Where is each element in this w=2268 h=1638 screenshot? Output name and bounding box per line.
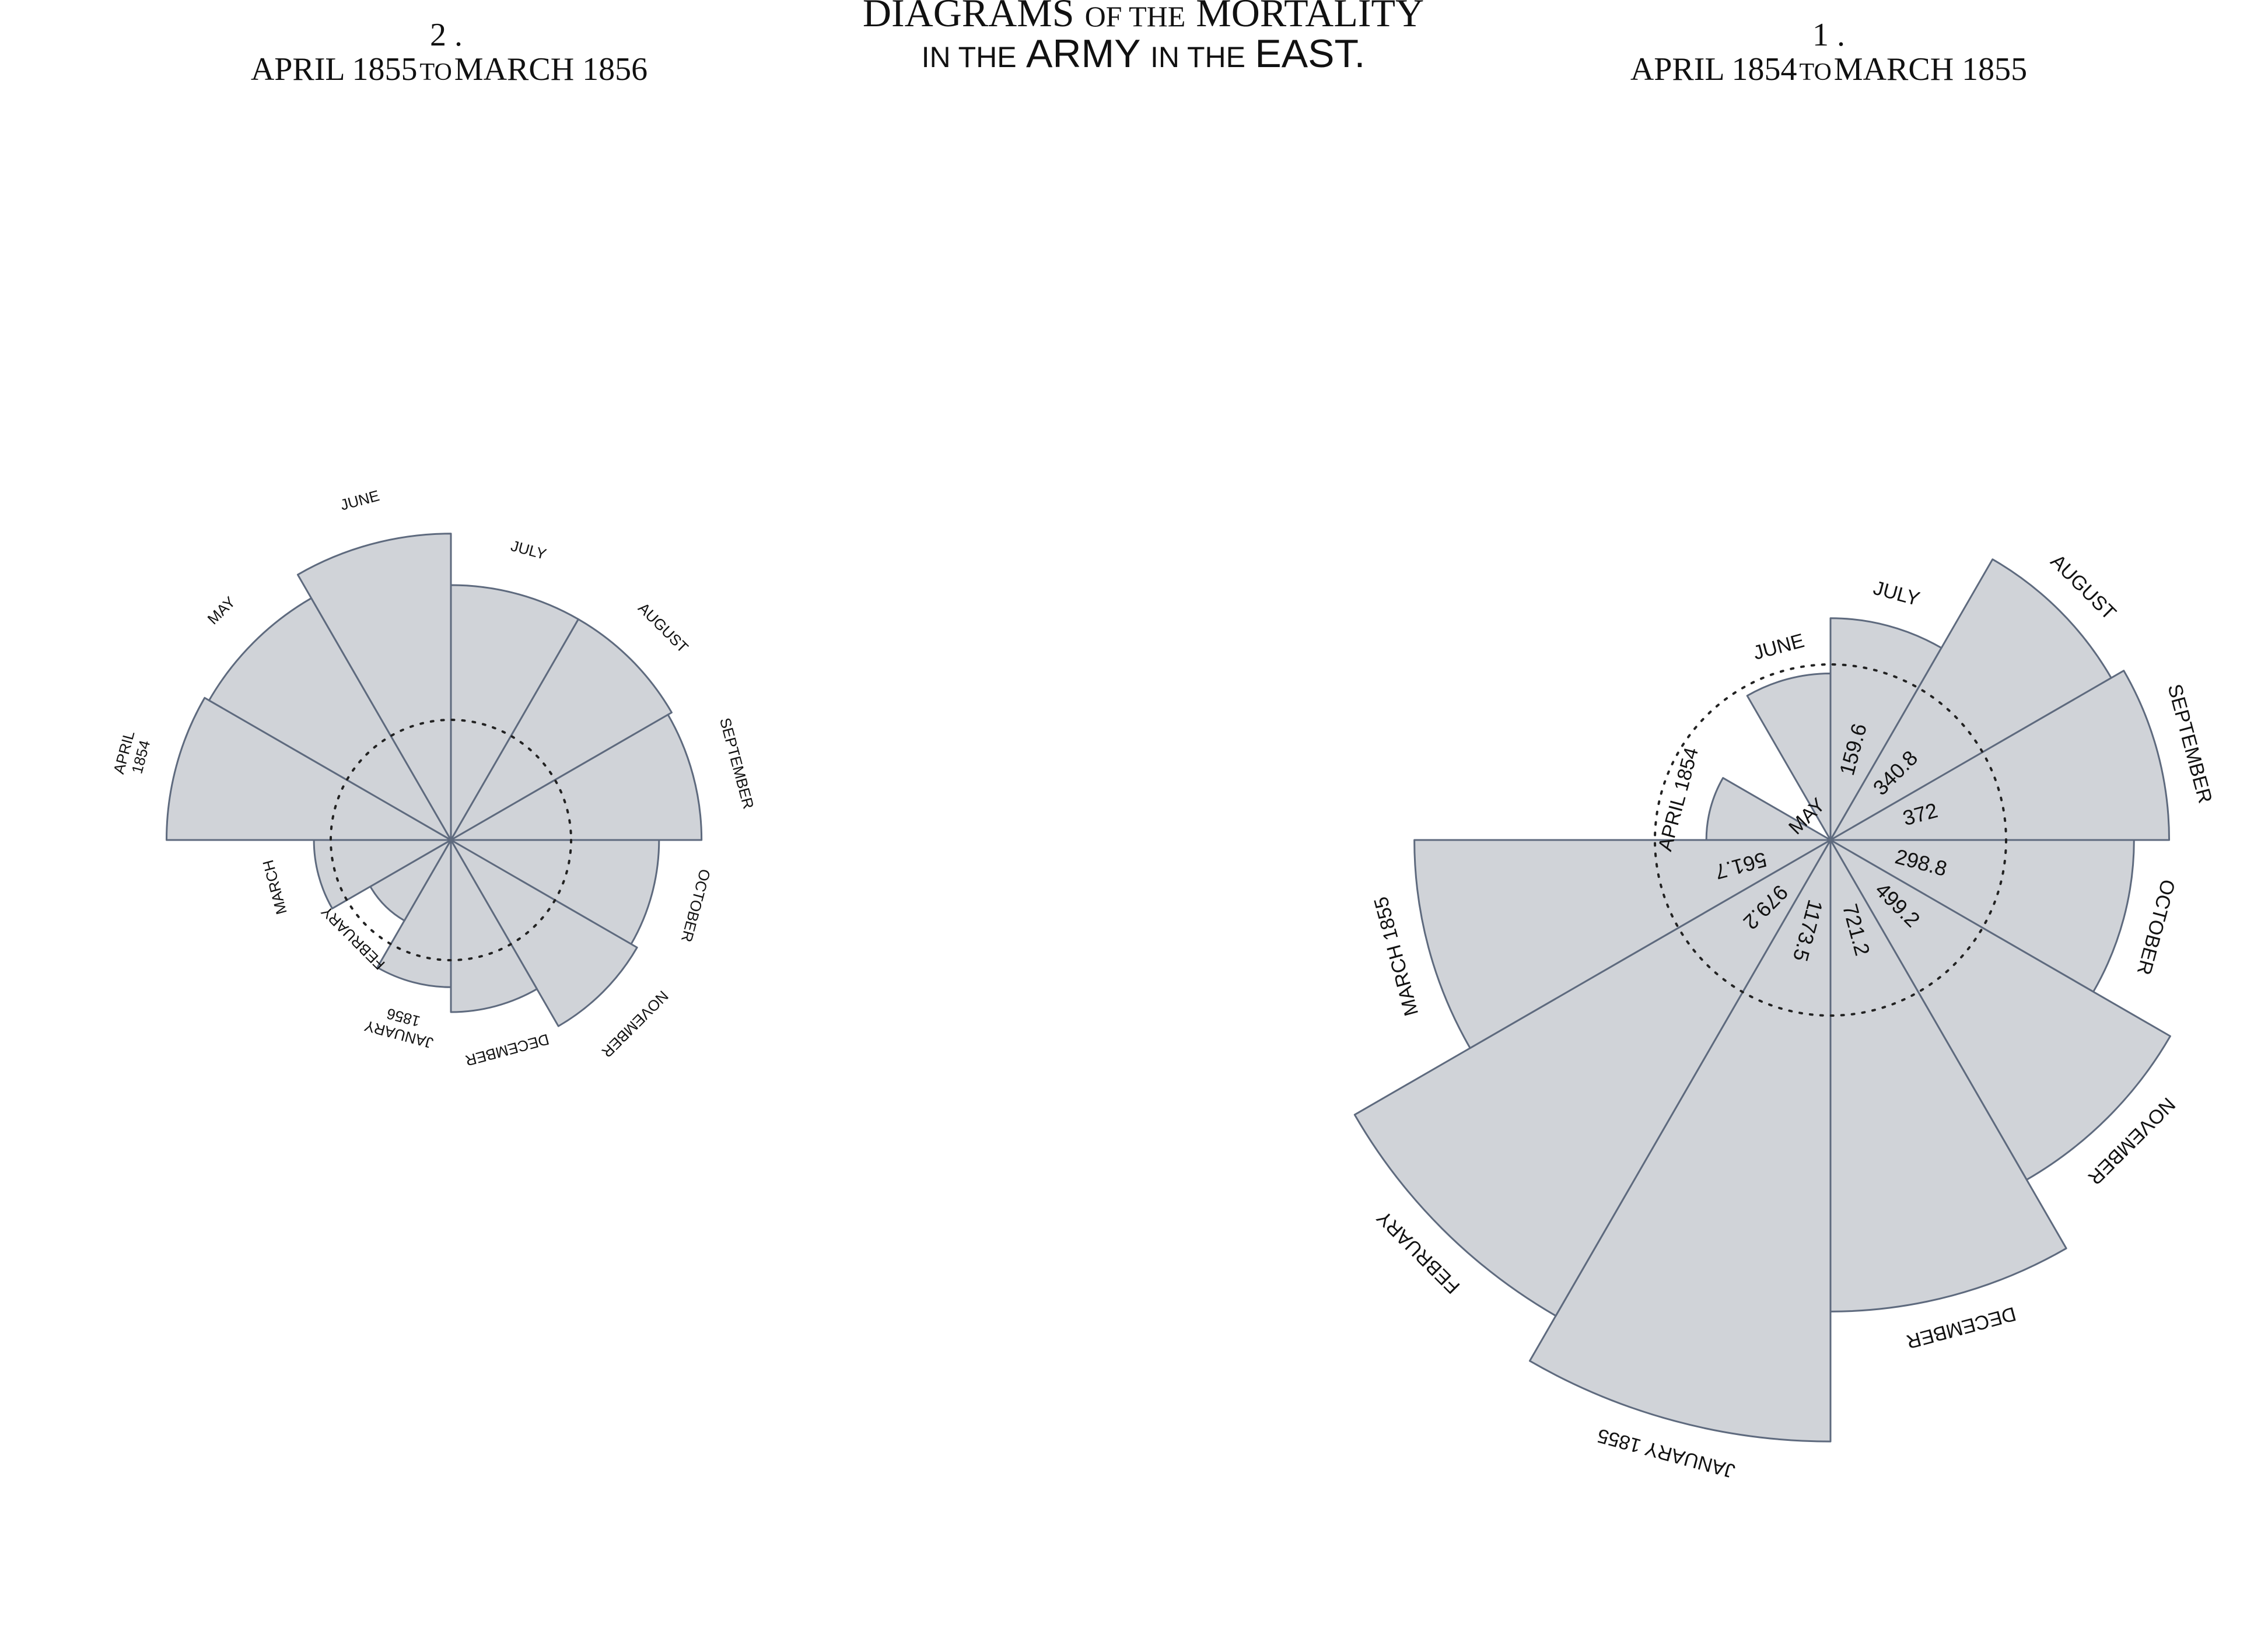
month-label: JULY <box>509 537 548 563</box>
month-label: FEBRUARY <box>318 902 388 973</box>
rose-wedge <box>1413 839 1832 1049</box>
rose-wedge <box>1705 777 1832 841</box>
month-label: SEPTEMBER <box>2163 682 2216 806</box>
rose-wedge <box>450 839 638 1027</box>
month-label: JUNE <box>1751 629 1807 664</box>
month-label: SEPTEMBER <box>716 716 757 811</box>
diagram-left-period-start: APRIL 1855 <box>251 51 418 88</box>
month-label: JULY <box>1871 577 1922 611</box>
month-label: JANUARY1856 <box>362 1000 439 1052</box>
main-title-line-2: IN THE ARMY IN THE EAST. <box>922 32 1366 76</box>
diagram-right-period-end: MARCH 1855 <box>1834 51 2027 88</box>
rose-wedge <box>1746 672 1832 841</box>
rose-wedge <box>313 839 452 909</box>
rose-wedge <box>1829 670 2171 841</box>
rose-wedge <box>1528 839 1832 1443</box>
rose-wedge <box>450 713 703 841</box>
rose-wedge <box>166 696 452 841</box>
main-title-line-1: DIAGRAMS OF THE MORTALITY <box>863 0 1424 35</box>
title-word-diagrams: DIAGRAMS <box>863 0 1074 35</box>
title-word-in-the-1: IN THE <box>922 41 1017 74</box>
month-label: MAY <box>204 593 239 628</box>
rose-wedge <box>450 584 579 841</box>
rose-wedge <box>376 839 452 988</box>
rose-wedge <box>1829 617 1943 841</box>
rose-wedge <box>1829 839 2135 993</box>
month-label: OCTOBER <box>2133 877 2179 978</box>
rose-wedge <box>1829 558 2112 841</box>
reference-circle <box>1654 663 2007 1017</box>
month-label: NOVEMBER <box>598 987 671 1060</box>
title-word-in-the-2: IN THE <box>1150 41 1245 74</box>
diagram-right-period-to: TO <box>1800 59 1832 86</box>
rose-wedge <box>450 839 538 1013</box>
rose-wedge <box>208 597 452 841</box>
title-word-mortality: MORTALITY <box>1196 0 1424 35</box>
rose-wedge <box>450 839 660 945</box>
rose-wedge <box>450 618 673 841</box>
diagram-left-period-to: TO <box>420 59 452 86</box>
month-label: MARCH <box>259 858 290 916</box>
month-label: MARCH 1855 <box>1370 894 1423 1018</box>
title-word-of-the: OF THE <box>1085 0 1186 33</box>
month-label: AUGUST <box>635 599 692 656</box>
diagram-right-period: APRIL 1854 TO MARCH 1855 <box>1630 51 2027 88</box>
rose-chart-left: APRIL1854 MAY JUNE JULY AUGUST SEPTEMBER OCTOB… <box>110 487 757 1070</box>
month-label: JUNE <box>338 487 381 514</box>
title-word-army: ARMY <box>1026 32 1140 76</box>
month-label: APRIL1854 <box>110 729 155 780</box>
diagram-right-number: 1 . <box>1812 17 1845 53</box>
diagram-left-period: APRIL 1855 TO MARCH 1856 <box>251 51 648 88</box>
month-label: DECEMBER <box>463 1031 551 1070</box>
rose-wedge <box>1353 839 1832 1317</box>
diagram-left-period-end: MARCH 1856 <box>454 51 648 88</box>
diagram-left-number: 2 . <box>430 17 463 53</box>
title-word-east: EAST. <box>1255 32 1365 76</box>
diagram-right-period-start: APRIL 1854 <box>1630 51 1797 88</box>
rose-wedge <box>1829 839 2171 1181</box>
month-label: OCTOBER <box>678 867 714 944</box>
month-label: APRIL 1854 <box>1654 745 1703 853</box>
month-label: DECEMBER <box>1904 1303 2018 1353</box>
month-label: JANUARY 1855 <box>1595 1424 1737 1482</box>
reference-circle <box>330 719 572 961</box>
rose-wedge <box>1829 839 2067 1312</box>
rose-wedge <box>296 533 452 841</box>
